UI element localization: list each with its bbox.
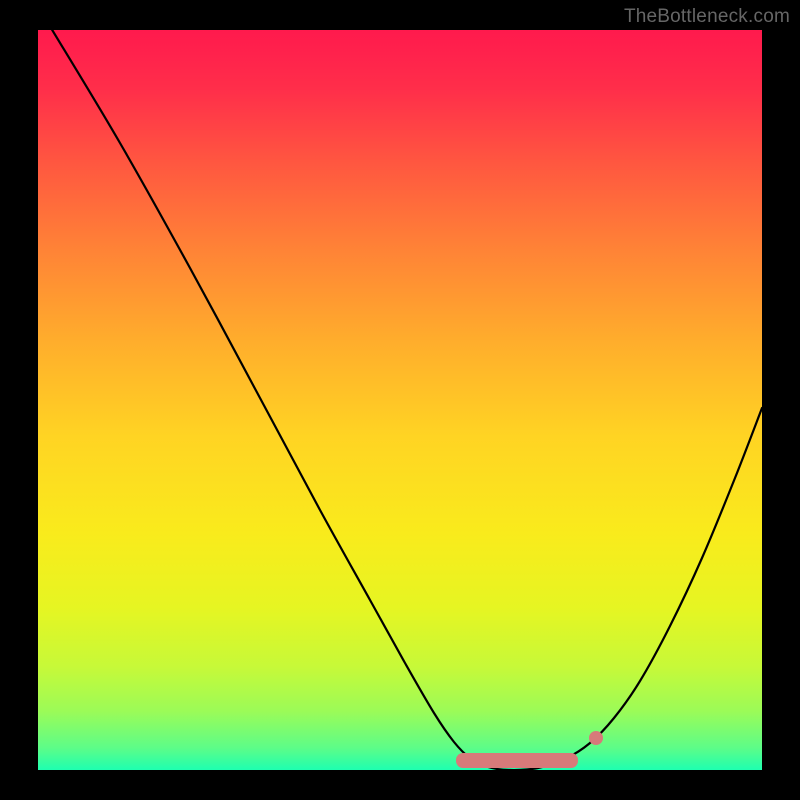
optimal-range-band [456,753,578,768]
marker-dot [589,731,603,745]
plot-area [38,30,762,770]
bottleneck-curve [38,30,762,770]
watermark-text: TheBottleneck.com [624,6,790,28]
